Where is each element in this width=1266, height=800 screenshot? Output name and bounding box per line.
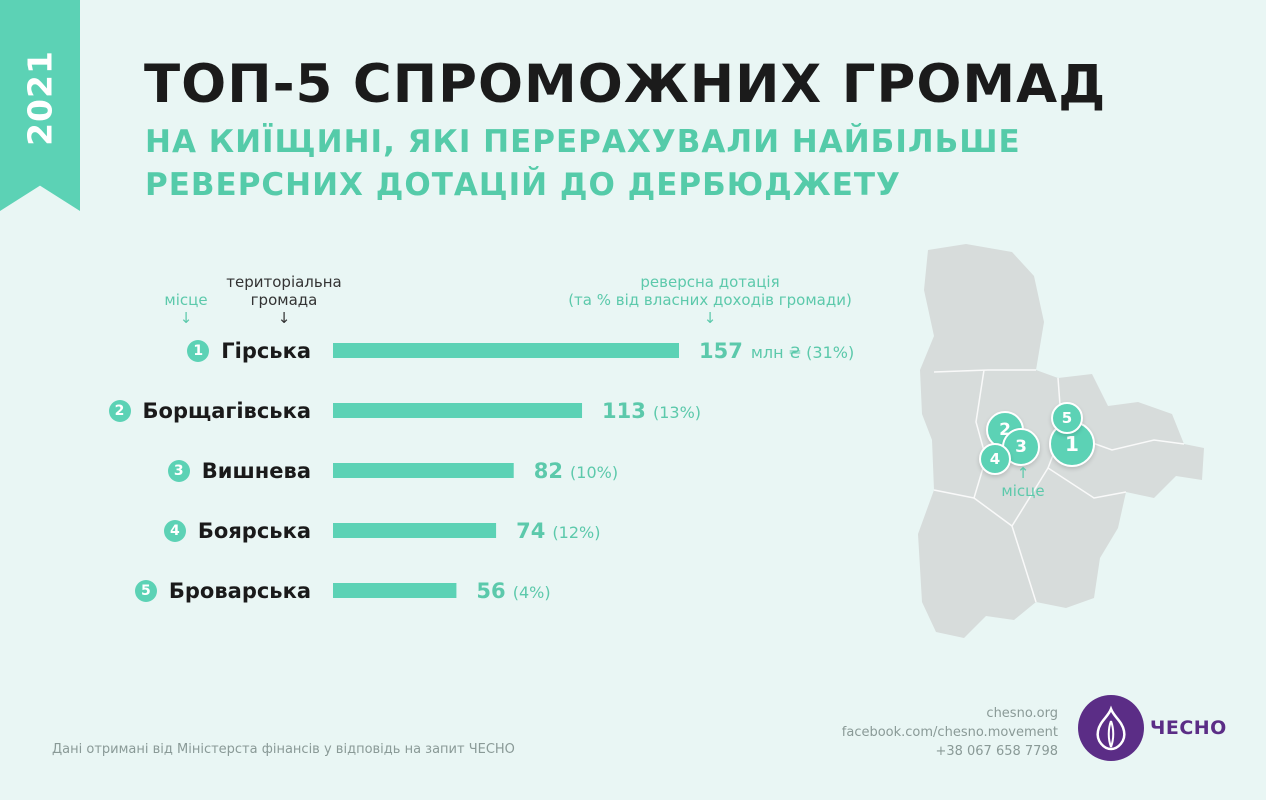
bar-Гірська: [333, 343, 679, 358]
value-unit: млн ₴ (31%): [750, 342, 855, 362]
contacts: chesno.org facebook.com/chesno.movement …: [842, 704, 1058, 761]
category-label: Борщагівська: [142, 398, 311, 423]
rank-badge: 2: [108, 399, 131, 422]
facebook-link[interactable]: facebook.com/chesno.movement: [841, 725, 1058, 740]
map-pin-5: 5: [1051, 402, 1083, 434]
category-label: Броварська: [168, 578, 311, 603]
value-percent: (12%): [547, 522, 601, 542]
phone-number: +38 067 658 7798: [935, 744, 1058, 759]
value-percent: (4%): [507, 582, 551, 602]
year-ribbon: 2021: [0, 0, 80, 211]
value-label: 74 (12%): [516, 518, 600, 546]
value-number: 82: [533, 458, 563, 483]
site-link[interactable]: chesno.org: [986, 706, 1058, 721]
rank-badge: 3: [167, 459, 190, 482]
bar-Вишнева: [333, 463, 514, 478]
rank-badge: 5: [134, 579, 157, 602]
category-label: Гірська: [221, 338, 311, 363]
category-label: Боярська: [197, 518, 311, 543]
page-title: ТОП-5 СПРОМОЖНИХ ГРОМАД: [144, 54, 1107, 115]
garlic-logo-icon: [1078, 695, 1144, 761]
map-pin-4: 4: [979, 443, 1011, 475]
logo-text: ЧЕСНО: [1150, 717, 1227, 739]
value-label: 56 (4%): [476, 578, 550, 606]
value-label: 113 (13%): [602, 398, 701, 426]
value-number: 74: [516, 518, 546, 543]
header-community: територіальна громада ↓: [226, 273, 342, 327]
value-percent: (13%): [647, 402, 702, 422]
category-label: Вишнева: [201, 458, 311, 483]
bar-Боярська: [333, 523, 497, 538]
bar-Броварська: [333, 583, 457, 598]
map-place-label: ↑ місце: [1001, 464, 1045, 500]
value-label: 82 (10%): [534, 458, 618, 486]
header-value: реверсна дотація (та % від власних доход…: [568, 273, 852, 327]
source-note: Дані отримані від Міністерста фінансів у…: [52, 742, 515, 757]
page-subtitle: НА КИЇЩИНІ, ЯКІ ПЕРЕРАХУВАЛИ НАЙБІЛЬШЕ Р…: [145, 124, 1021, 203]
value-number: 113: [602, 398, 646, 423]
value-percent: (10%): [564, 462, 619, 482]
value-number: 157: [699, 338, 743, 363]
rank-badge: 1: [187, 339, 210, 362]
value-label: 157 млн ₴ (31%): [699, 338, 854, 366]
rank-badge: 4: [163, 519, 186, 542]
value-number: 56: [476, 578, 506, 603]
map-borders: [933, 369, 1185, 603]
bar-Борщагівська: [333, 403, 583, 418]
header-place: місце ↓: [164, 291, 208, 327]
